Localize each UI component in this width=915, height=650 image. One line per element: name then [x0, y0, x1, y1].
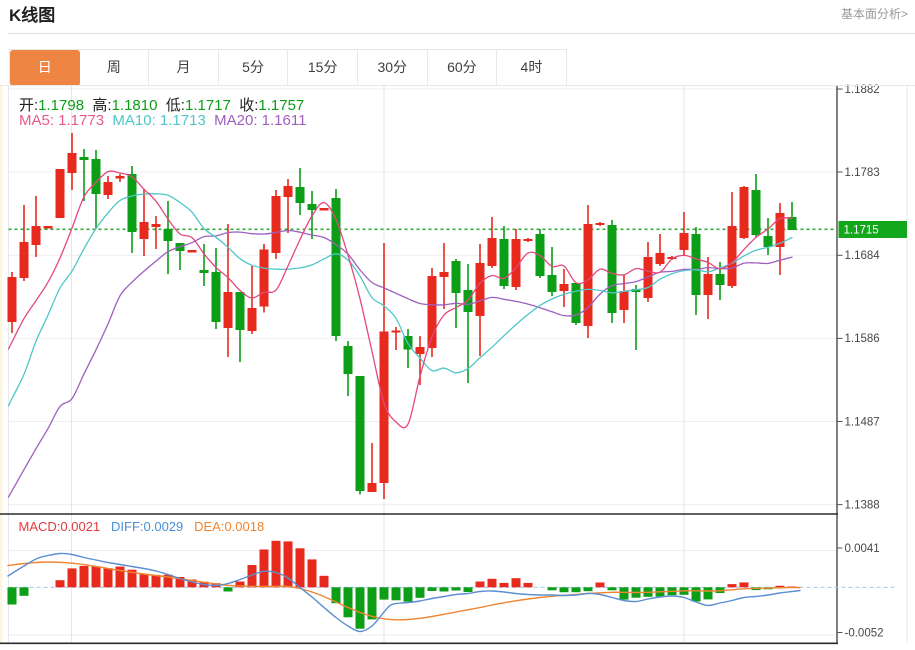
svg-text:-0.0052: -0.0052: [845, 627, 884, 639]
svg-text:1.1388: 1.1388: [845, 499, 880, 511]
svg-text:1.1684: 1.1684: [845, 250, 881, 262]
svg-text:1.1586: 1.1586: [845, 333, 880, 345]
svg-text:0.0041: 0.0041: [845, 543, 880, 555]
svg-text:1.1882: 1.1882: [845, 84, 880, 96]
svg-text:1.1715: 1.1715: [844, 225, 879, 237]
svg-text:1.1487: 1.1487: [845, 416, 880, 428]
svg-text:1.1783: 1.1783: [845, 167, 880, 179]
